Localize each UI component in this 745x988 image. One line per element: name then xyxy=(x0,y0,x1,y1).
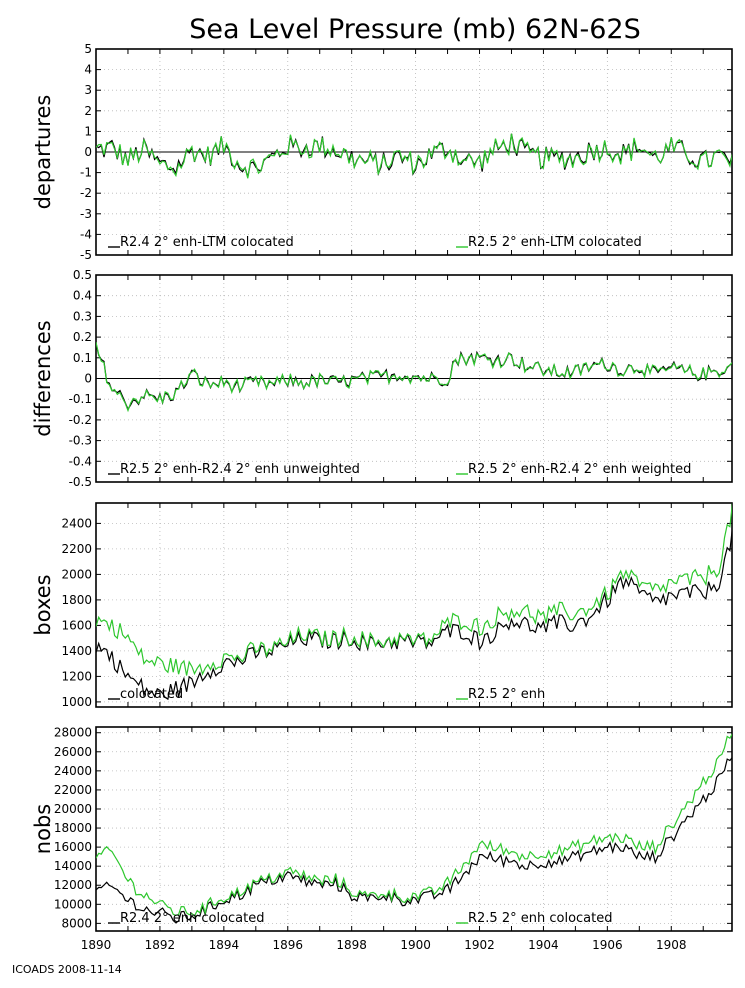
panel-boxes: 2400 2200 2000 1800 1600 1400 1200 1000 boxes col… xyxy=(31,502,733,709)
y-tick-label: 1800 xyxy=(61,593,92,607)
series-line xyxy=(96,133,732,179)
y-tick-label: -0.1 xyxy=(69,392,92,406)
y-tick-label: 1600 xyxy=(61,618,92,632)
legend-label: R2.5 2° enh colocated xyxy=(468,911,612,926)
x-tick-label: 1892 xyxy=(145,938,176,952)
x-tick-label: 1908 xyxy=(656,938,687,952)
y-tick-label: 20000 xyxy=(54,802,92,816)
y-tick-label: 0.1 xyxy=(73,351,92,365)
series-line xyxy=(96,503,732,676)
y-tick-label: 3 xyxy=(84,83,92,97)
y-tick-label: 0.5 xyxy=(73,268,92,282)
x-tick-label: 1890 xyxy=(81,938,112,952)
y-axis-label: departures xyxy=(31,95,55,210)
y-tick-label: 1 xyxy=(84,124,92,138)
y-tick-label: 1200 xyxy=(61,669,92,683)
x-tick-label: 1906 xyxy=(592,938,623,952)
y-tick-label: 0 xyxy=(84,145,92,159)
y-tick-label: 8000 xyxy=(61,916,92,930)
legend-label: R2.4 2° enh colocated xyxy=(120,911,264,926)
x-tick-label: 1902 xyxy=(464,938,495,952)
y-tick-label: 28000 xyxy=(54,726,92,740)
series-line xyxy=(96,733,732,917)
y-tick-label: 1000 xyxy=(61,695,92,709)
x-tick-label: 1904 xyxy=(528,938,559,952)
y-tick-label: 24000 xyxy=(54,764,92,778)
series-line xyxy=(96,133,732,178)
y-axis-label: differences xyxy=(31,320,55,436)
legend-label: R2.5 2° enh-R2.4 2° enh weighted xyxy=(468,462,691,477)
y-tick-label: 2200 xyxy=(61,542,92,556)
y-tick-label: 14000 xyxy=(54,859,92,873)
plot-frame xyxy=(95,502,733,708)
y-tick-label: 5 xyxy=(84,42,92,56)
series-line xyxy=(96,342,732,413)
legend-label: R2.4 2° enh-LTM colocated xyxy=(120,235,294,250)
y-tick-label: -4 xyxy=(80,227,92,241)
y-tick-label: 22000 xyxy=(54,783,92,797)
y-tick-label: -3 xyxy=(80,207,92,221)
y-axis-label: boxes xyxy=(31,574,55,635)
series-line xyxy=(96,756,732,924)
plot-frame xyxy=(95,726,733,932)
y-tick-label: 0.2 xyxy=(73,330,92,344)
x-tick-label: 1898 xyxy=(336,938,367,952)
y-tick-label: 2400 xyxy=(61,516,92,530)
y-tick-label: 12000 xyxy=(54,878,92,892)
y-axis-label: nobs xyxy=(31,804,55,854)
legend-label: R2.5 2° enh-LTM colocated xyxy=(468,235,642,250)
y-tick-label: 0 xyxy=(84,372,92,386)
y-tick-label: 1400 xyxy=(61,644,92,658)
y-tick-label: 10000 xyxy=(54,897,92,911)
y-tick-label: 18000 xyxy=(54,821,92,835)
y-tick-label: 16000 xyxy=(54,840,92,854)
panel-differences: 0.5 0.4 0.3 0.2 0.1 0 -0.1 -0.2 -0.3 -0.4 -0.5 diff… xyxy=(31,268,733,489)
x-tick-label: 1894 xyxy=(209,938,240,952)
x-tick-label: 1896 xyxy=(272,938,303,952)
panel-departures: 5 4 3 2 1 0 -1 -2 -3 -4 -5 departures R2.4 2° enh-LT… xyxy=(31,42,733,262)
series-line xyxy=(96,527,732,701)
y-tick-label: -0.3 xyxy=(69,434,92,448)
y-tick-label: 0.4 xyxy=(73,289,92,303)
y-tick-label: -1 xyxy=(80,166,92,180)
y-tick-label: -5 xyxy=(80,248,92,262)
y-tick-label: 0.3 xyxy=(73,309,92,323)
y-tick-label: -0.2 xyxy=(69,413,92,427)
panel-nobs: 28000 26000 24000 22000 20000 18000 16000 14000… xyxy=(31,726,733,952)
y-tick-label: 2000 xyxy=(61,567,92,581)
y-tick-label: 2 xyxy=(84,104,92,118)
y-tick-label: -0.4 xyxy=(69,454,92,468)
y-tick-label: -0.5 xyxy=(69,475,92,489)
y-tick-label: 26000 xyxy=(54,745,92,759)
chart-title: Sea Level Pressure (mb) 62N-62S xyxy=(189,14,641,45)
legend-label: R2.5 2° enh-R2.4 2° enh unweighted xyxy=(120,462,360,477)
y-tick-label: -2 xyxy=(80,186,92,200)
legend-label: colocated xyxy=(120,687,183,702)
x-tick-label: 1900 xyxy=(400,938,431,952)
y-tick-label: 4 xyxy=(84,63,92,77)
legend-label: R2.5 2° enh xyxy=(468,687,545,702)
footer-credit: ICOADS 2008-11-14 xyxy=(12,963,122,976)
